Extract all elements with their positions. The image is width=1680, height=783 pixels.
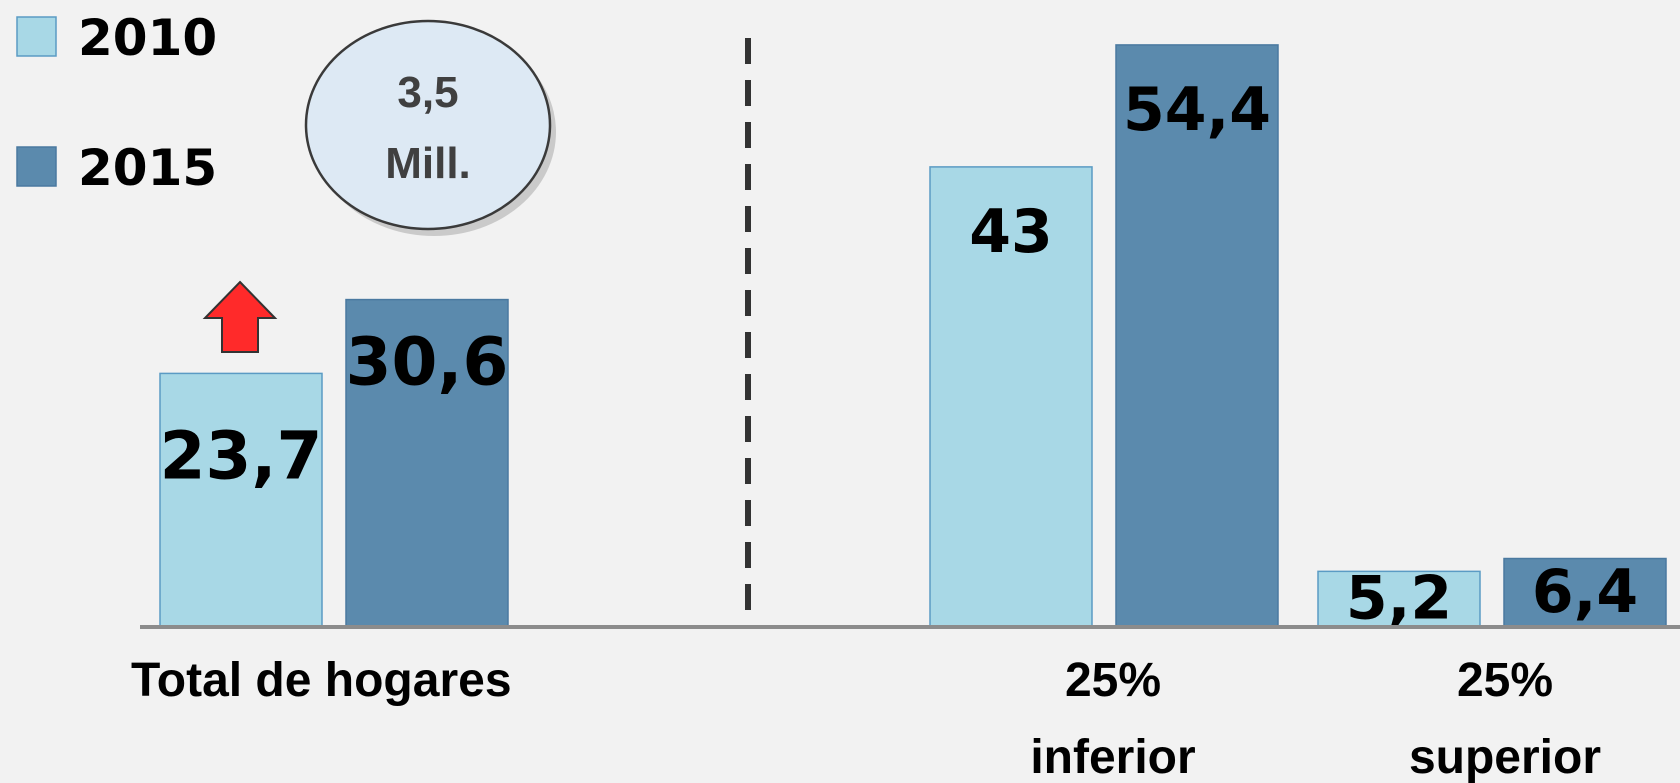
bubble-text-line2: Mill. [385,139,471,188]
value-labels: 23,7 43 5,2 30,6 54,4 6,4 [160,75,1639,633]
bar-2015-1 [345,298,509,628]
value-label-2010-3: 5,2 [1346,563,1452,633]
increase-arrow-icon [202,280,278,353]
category-label-total: Total de hogares [131,654,512,707]
bar-2010-2 [929,166,1093,628]
legend-swatch-2010 [16,16,57,57]
bubble-ellipse [304,19,552,231]
value-label-2010-1: 23,7 [160,417,323,494]
annotation-bubble: 3,5 Mill. [304,19,556,236]
value-label-2015-2: 54,4 [1123,75,1271,145]
legend-label-2015: 2015 [78,139,217,197]
bar-2015-2 [1115,44,1279,628]
category-label-inferior-line2: inferior [1030,731,1195,783]
category-label-superior-line1: 25% [1457,654,1553,707]
bar-2010-1 [159,372,323,628]
legend-label-2010: 2010 [78,9,217,67]
value-label-2015-3: 6,4 [1532,557,1638,627]
bar-2010-3 [1317,570,1481,628]
legend: 2010 2015 [16,9,217,197]
bar-2015-3 [1503,557,1667,628]
bars [159,44,1667,628]
value-label-2010-2: 43 [969,197,1053,267]
category-label-inferior-line1: 25% [1065,654,1161,707]
legend-swatch-2015 [16,146,57,187]
value-label-2015-1: 30,6 [346,324,509,401]
bubble-text-line1: 3,5 [397,68,458,117]
category-label-superior-line2: superior [1409,731,1601,783]
